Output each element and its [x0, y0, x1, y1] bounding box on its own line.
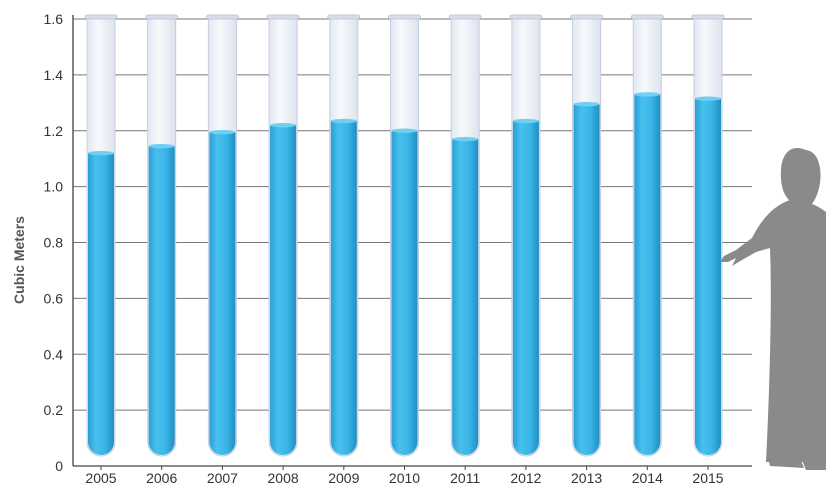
- bar-liquid: [634, 94, 661, 456]
- liquid-meniscus: [88, 150, 114, 156]
- bars: [84, 14, 725, 457]
- liquid-meniscus: [452, 136, 479, 142]
- person-silhouette: [720, 148, 826, 470]
- bar-2013: [570, 14, 603, 457]
- tube-rim: [205, 14, 239, 20]
- bar-liquid: [88, 153, 114, 455]
- bar-2005: [84, 14, 118, 457]
- liquid-meniscus: [270, 122, 297, 128]
- x-tick-label: 2010: [389, 470, 420, 486]
- bar-liquid: [148, 146, 175, 455]
- tube-rim: [388, 14, 421, 20]
- x-tick-label: 2006: [146, 470, 177, 486]
- y-tick-label: 0.8: [44, 235, 64, 251]
- liquid-meniscus: [209, 129, 236, 135]
- bar-liquid: [512, 120, 539, 456]
- y-tick-label: 0.2: [44, 402, 64, 418]
- tube-rim: [84, 14, 118, 20]
- bar-2009: [327, 14, 361, 457]
- liquid-meniscus: [695, 96, 721, 101]
- bar-liquid: [330, 120, 357, 456]
- x-tick-label: 2014: [632, 470, 663, 486]
- tube-rim: [691, 14, 725, 20]
- y-axis-title: Cubic Meters: [11, 216, 27, 304]
- y-tick-label: 0.4: [44, 346, 64, 362]
- liquid-meniscus: [512, 118, 539, 124]
- bar-2006: [145, 14, 179, 457]
- bar-2014: [630, 14, 664, 457]
- x-tick-label: 2005: [85, 470, 116, 486]
- bar-2011: [448, 14, 482, 457]
- x-tick-label: 2009: [328, 470, 359, 486]
- bar-2007: [205, 14, 239, 457]
- tube-rim: [145, 14, 179, 20]
- axes: 0 0.2 0.4 0.6 0.8 1.0 1.2 1.4 1.6 2005 2006 2007 200…: [44, 11, 752, 486]
- x-tick-label: 2007: [207, 470, 238, 486]
- y-tick-label: 1.4: [44, 67, 64, 83]
- liquid-meniscus: [148, 143, 175, 149]
- liquid-meniscus: [330, 118, 357, 124]
- bar-liquid: [270, 125, 297, 455]
- bar-liquid: [573, 104, 600, 455]
- y-tick-label: 0.6: [44, 290, 64, 306]
- bar-liquid: [695, 98, 721, 455]
- x-tick-label: 2015: [692, 470, 723, 486]
- y-tick-label: 0: [55, 458, 63, 474]
- bar-2010: [388, 14, 421, 457]
- liquid-meniscus: [573, 102, 600, 107]
- tube-rim: [448, 14, 482, 20]
- liquid-meniscus: [391, 128, 418, 133]
- y-tick-label: 1.2: [44, 123, 64, 139]
- bar-2015: [691, 14, 725, 457]
- liquid-meniscus: [634, 92, 661, 97]
- bar-liquid: [452, 139, 479, 455]
- bar-liquid: [209, 132, 236, 455]
- tube-rim: [630, 14, 664, 20]
- x-tick-label: 2011: [450, 470, 480, 486]
- bar-2012: [509, 14, 543, 457]
- y-tick-label: 1.0: [44, 179, 64, 195]
- x-tick-label: 2008: [268, 470, 299, 486]
- bar-liquid: [391, 130, 418, 455]
- x-tick-label: 2013: [571, 470, 602, 486]
- tube-rim: [509, 14, 543, 20]
- y-tick-label: 1.6: [44, 11, 64, 27]
- tube-rim: [327, 14, 361, 20]
- tube-rim: [570, 14, 603, 20]
- tube-rim: [266, 14, 300, 20]
- x-tick-label: 2012: [510, 470, 541, 486]
- bar-2008: [266, 14, 300, 457]
